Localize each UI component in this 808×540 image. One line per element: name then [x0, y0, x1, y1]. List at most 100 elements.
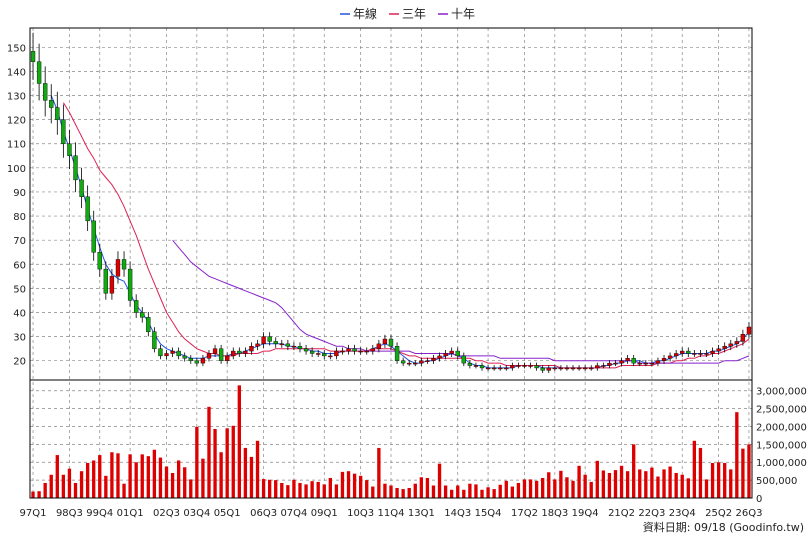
volume-bar — [577, 465, 581, 498]
candle-body — [516, 365, 521, 367]
candle-body — [297, 346, 303, 349]
candle-body — [188, 358, 193, 361]
volume-bar — [450, 489, 454, 498]
candle-body — [279, 343, 284, 346]
volume-bar — [219, 452, 223, 498]
candle-body — [576, 367, 582, 370]
x-tick-label: 14Q3 — [444, 508, 471, 519]
volume-bar — [619, 465, 624, 498]
price-tick-label: 90 — [13, 188, 26, 199]
volume-bar — [419, 477, 424, 498]
x-tick-label: 99Q4 — [86, 508, 113, 519]
price-tick-label: 80 — [13, 212, 26, 223]
candle-body — [710, 350, 715, 354]
x-tick-label: 97Q1 — [20, 508, 47, 519]
volume-bar — [328, 477, 332, 498]
x-tick-label: 02Q3 — [153, 508, 180, 519]
candle-body — [400, 360, 406, 364]
legend-label: 年線 — [353, 6, 377, 21]
volume-bar — [183, 467, 187, 498]
candle-body — [564, 367, 570, 370]
volume-bar — [729, 469, 733, 498]
volume-bar — [583, 474, 587, 498]
volume-bar — [553, 479, 557, 498]
volume-bar — [255, 440, 260, 498]
volume-bar — [243, 447, 248, 498]
volume-bar — [650, 467, 654, 498]
x-tick-label: 22Q3 — [638, 508, 665, 519]
volume-bar — [601, 470, 606, 498]
candle-body — [249, 346, 254, 352]
candle-body — [619, 360, 624, 364]
volume-bar — [389, 485, 393, 498]
x-tick-label: 03Q4 — [183, 508, 210, 519]
candle-body — [728, 343, 733, 347]
candle-body — [352, 348, 357, 352]
volume-bar — [237, 385, 241, 498]
price-tick-label: 30 — [13, 333, 26, 344]
candle-body — [146, 317, 151, 332]
x-tick-label: 25Q2 — [705, 508, 732, 519]
candle-body — [413, 362, 418, 365]
volume-bar — [158, 457, 163, 498]
candle-body — [704, 353, 709, 355]
volume-bar — [668, 466, 672, 498]
candle-body — [582, 367, 588, 370]
candle-body — [316, 353, 321, 355]
volume-bar — [383, 483, 387, 498]
volume-bar — [528, 479, 533, 498]
candle-body — [358, 350, 363, 353]
volume-bar — [401, 489, 405, 498]
candle-body — [55, 107, 60, 120]
candle-body — [382, 338, 388, 345]
candle-body — [667, 355, 673, 359]
candle-body — [443, 353, 448, 357]
volume-tick-label: 2,500,000 — [756, 405, 807, 416]
candle-body — [243, 350, 248, 354]
volume-bar — [170, 472, 175, 498]
volume-bar — [492, 489, 496, 498]
candle-body — [698, 353, 703, 355]
price-tick-label: 110 — [7, 140, 26, 151]
volume-bar — [85, 462, 90, 498]
volume-bar — [98, 455, 102, 498]
candle-body — [661, 358, 667, 361]
volume-bar — [104, 475, 108, 498]
volume-tick-label: 2,000,000 — [756, 422, 807, 433]
volume-bar — [480, 489, 484, 498]
volume-bar — [741, 448, 745, 498]
candle-body — [686, 350, 691, 354]
volume-bar — [358, 475, 363, 498]
volume-bar — [686, 478, 690, 498]
volume-bar — [365, 480, 369, 498]
volume-bar — [710, 462, 715, 498]
volume-bar — [486, 487, 490, 498]
candle-body — [643, 362, 648, 365]
candle-body — [303, 348, 309, 352]
volume-bar — [443, 485, 448, 498]
volume-bar — [704, 479, 709, 498]
candle-body — [655, 360, 661, 364]
volume-bar — [231, 425, 235, 498]
x-tick-label: 26Q3 — [735, 508, 762, 519]
volume-bar — [213, 428, 217, 498]
volume-bar — [164, 466, 169, 498]
volume-bar — [280, 482, 284, 498]
candle-body — [322, 353, 327, 357]
volume-bar — [61, 474, 66, 498]
volume-bar — [249, 456, 254, 498]
candle-body — [746, 326, 752, 335]
volume-bar — [267, 479, 272, 498]
candle-body — [534, 365, 539, 369]
candle-body — [376, 343, 382, 349]
candle-body — [473, 365, 479, 367]
volume-bar — [504, 480, 508, 498]
candle-body — [49, 100, 54, 108]
volume-bar — [340, 471, 345, 498]
volume-bar — [559, 470, 563, 498]
candle-body — [231, 350, 236, 357]
candle-body — [194, 360, 200, 364]
volume-bar — [395, 487, 399, 498]
x-axis: 97Q1 98Q3 99Q4 01Q1 02Q3 03Q4 05Q1 06Q3 07Q4 09Q1… — [20, 508, 763, 519]
x-tick-label: 01Q1 — [117, 508, 144, 519]
